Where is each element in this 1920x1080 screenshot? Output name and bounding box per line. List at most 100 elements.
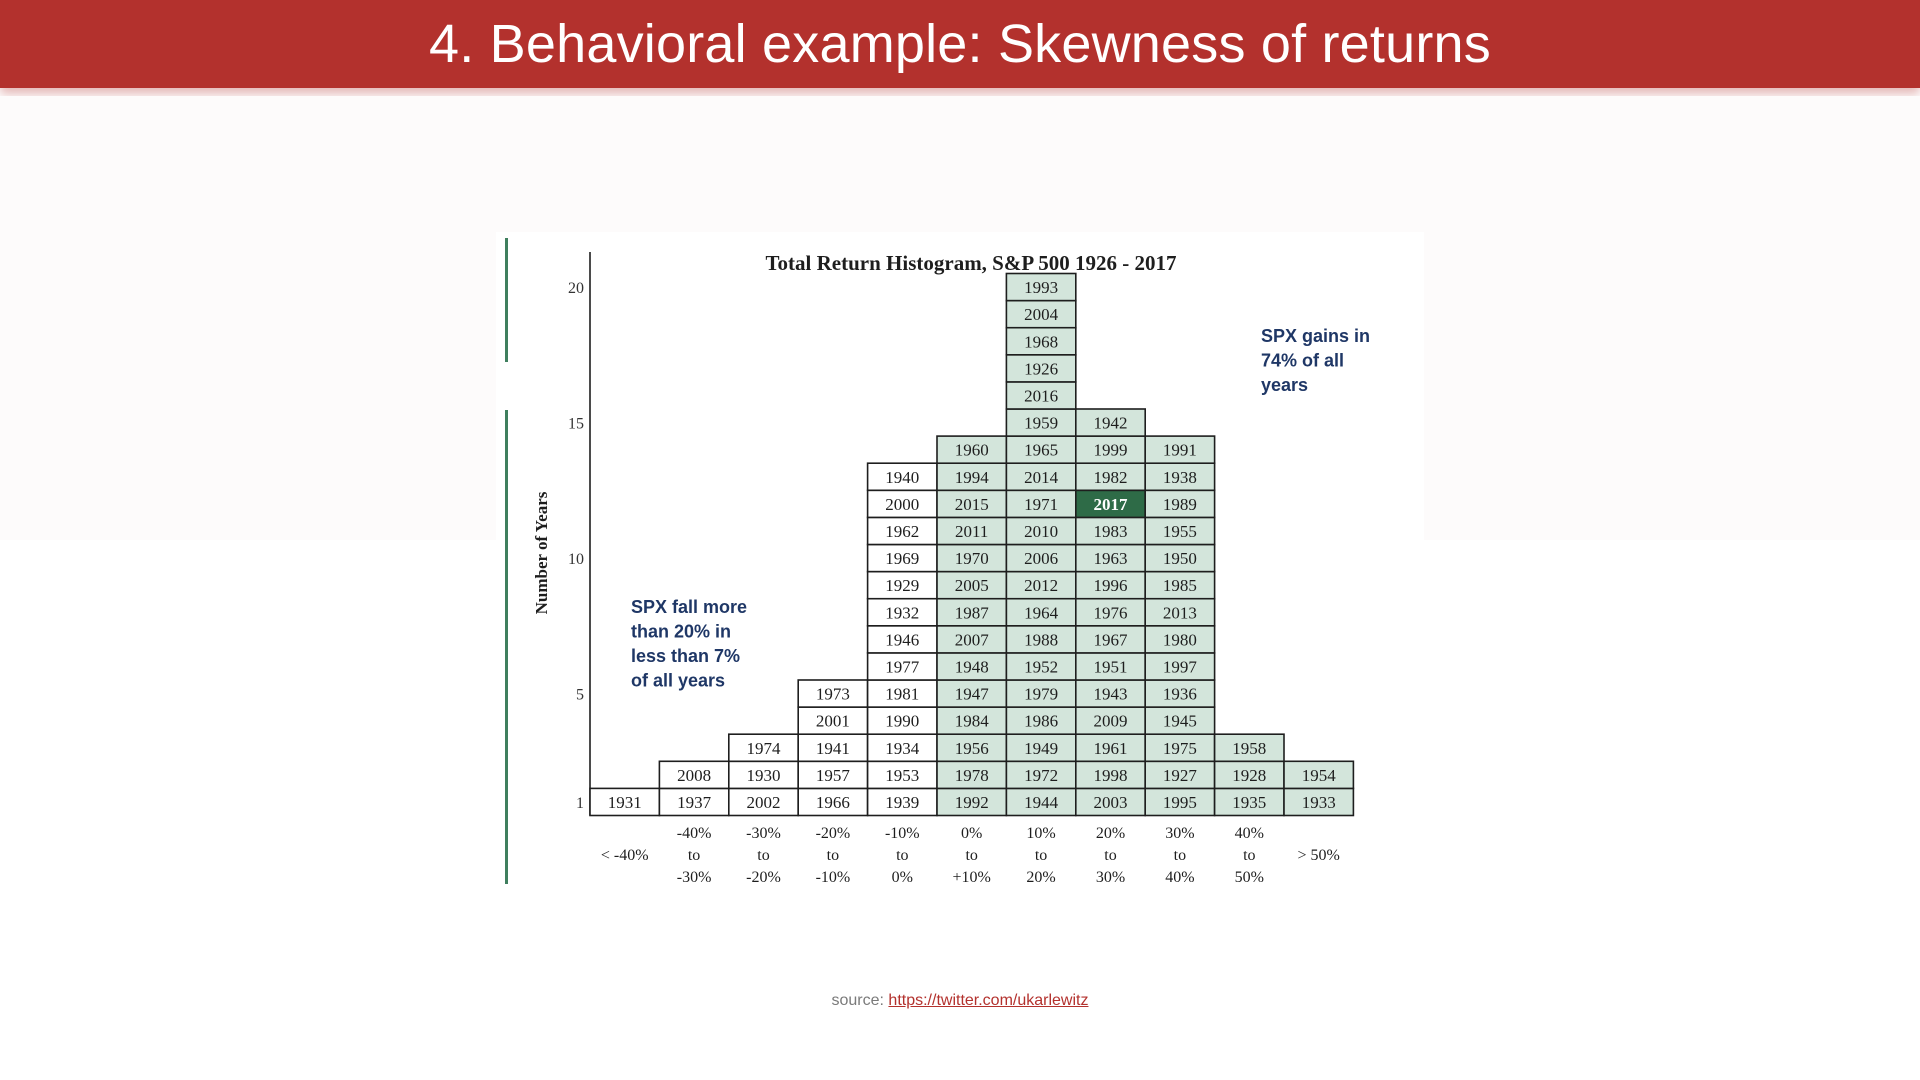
year-label: 1997 xyxy=(1163,657,1198,676)
year-label: 1957 xyxy=(816,766,851,785)
year-cell xyxy=(936,543,1008,573)
year-label: 1963 xyxy=(1094,549,1128,568)
year-label: 1944 xyxy=(1024,793,1059,812)
x-tick-label: < -40% xyxy=(601,847,649,864)
annotation-text: less than 7% xyxy=(631,646,740,666)
year-label: 1942 xyxy=(1094,414,1128,433)
x-tick-label: 0% xyxy=(961,825,982,842)
year-label: 1945 xyxy=(1163,712,1197,731)
year-label: 1952 xyxy=(1024,657,1058,676)
year-label: 2016 xyxy=(1024,386,1058,405)
x-tick-label: -20% xyxy=(746,869,781,886)
year-label: 1964 xyxy=(1024,603,1059,622)
year-label: 1943 xyxy=(1094,685,1128,704)
year-label: 2011 xyxy=(955,522,988,541)
year-label: 2010 xyxy=(1024,522,1058,541)
y-tick-label: 5 xyxy=(576,687,584,704)
year-label: 1978 xyxy=(955,766,989,785)
source-link[interactable]: https://twitter.com/ukarlewitz xyxy=(888,992,1089,1009)
side-line-upper xyxy=(505,238,508,362)
x-tick-label: 30% xyxy=(1165,825,1194,842)
year-label: 1970 xyxy=(955,549,989,568)
year-cell xyxy=(658,760,730,790)
x-tick-label: 40% xyxy=(1235,825,1264,842)
year-label: 1986 xyxy=(1024,712,1058,731)
year-label: 2000 xyxy=(885,495,919,514)
year-cell xyxy=(589,787,661,817)
year-label: 1966 xyxy=(816,793,850,812)
x-tick-label: to xyxy=(827,847,839,864)
year-label: 1989 xyxy=(1163,495,1197,514)
year-label: 2014 xyxy=(1024,468,1059,487)
x-tick-label: +10% xyxy=(953,869,991,886)
year-label: 2005 xyxy=(955,576,989,595)
year-label: 1941 xyxy=(816,739,850,758)
annotation-text: 74% of all xyxy=(1261,351,1344,371)
year-label: 1960 xyxy=(955,441,989,460)
year-label: 1932 xyxy=(885,603,919,622)
year-label: 1953 xyxy=(885,766,919,785)
year-cell xyxy=(1005,489,1077,519)
year-cell xyxy=(866,570,938,600)
year-cell xyxy=(866,679,938,708)
year-label: 1935 xyxy=(1232,793,1266,812)
year-label: 1958 xyxy=(1232,739,1266,758)
highlight-cell xyxy=(1075,489,1147,519)
year-label: 1974 xyxy=(747,739,782,758)
year-label: 1948 xyxy=(955,657,989,676)
year-cell xyxy=(1144,706,1216,735)
x-tick-label: -30% xyxy=(677,869,712,886)
year-label: 1994 xyxy=(955,468,990,487)
year-cell xyxy=(1005,435,1077,465)
year-label: 1926 xyxy=(1024,359,1058,378)
year-cell xyxy=(1144,652,1216,681)
year-cell xyxy=(1005,624,1077,654)
x-tick-label: to xyxy=(1243,847,1255,864)
year-label: 1993 xyxy=(1024,278,1058,297)
year-cell xyxy=(1075,679,1147,708)
year-cell xyxy=(797,679,869,708)
side-line-lower xyxy=(505,410,508,884)
year-label: 1968 xyxy=(1024,332,1058,351)
year-label: 1947 xyxy=(955,685,990,704)
year-label: 1934 xyxy=(885,739,920,758)
x-tick-label: to xyxy=(1174,847,1186,864)
x-tick-label: -30% xyxy=(746,825,781,842)
source-line: source: https://twitter.com/ukarlewitz xyxy=(0,992,1920,1010)
year-cell xyxy=(1283,787,1355,817)
year-cell xyxy=(1075,597,1147,627)
year-label: 1961 xyxy=(1094,739,1128,758)
x-tick-label: 0% xyxy=(892,869,913,886)
year-cell xyxy=(1005,381,1077,410)
year-cell xyxy=(1075,408,1147,437)
x-tick-label: 40% xyxy=(1165,869,1194,886)
x-tick-label: -40% xyxy=(677,825,712,842)
year-label: 1956 xyxy=(955,739,989,758)
x-tick-label: -10% xyxy=(885,825,920,842)
x-tick-label: -10% xyxy=(816,869,851,886)
year-cell xyxy=(1005,408,1077,437)
year-label: 2015 xyxy=(955,495,989,514)
year-cell xyxy=(1005,543,1077,573)
year-cell xyxy=(866,462,938,492)
x-tick-label: 20% xyxy=(1096,825,1125,842)
year-label: 2009 xyxy=(1094,712,1128,731)
year-label: 1980 xyxy=(1163,630,1197,649)
year-label: 1951 xyxy=(1094,657,1128,676)
year-label: 1988 xyxy=(1024,630,1058,649)
year-label: 1972 xyxy=(1024,766,1058,785)
year-label: 2004 xyxy=(1024,305,1059,324)
year-cell xyxy=(1005,299,1077,329)
year-label: 1938 xyxy=(1163,468,1197,487)
annotation-text: than 20% in xyxy=(631,622,731,642)
x-tick-label: to xyxy=(1035,847,1047,864)
year-label: 1999 xyxy=(1094,441,1128,460)
source-label: source: xyxy=(831,992,884,1009)
x-tick-label: -20% xyxy=(816,825,851,842)
year-label: 1973 xyxy=(816,685,850,704)
x-tick-label: to xyxy=(965,847,977,864)
year-cell xyxy=(1144,489,1216,519)
year-label: 1950 xyxy=(1163,549,1197,568)
y-tick-label: 15 xyxy=(568,416,584,433)
